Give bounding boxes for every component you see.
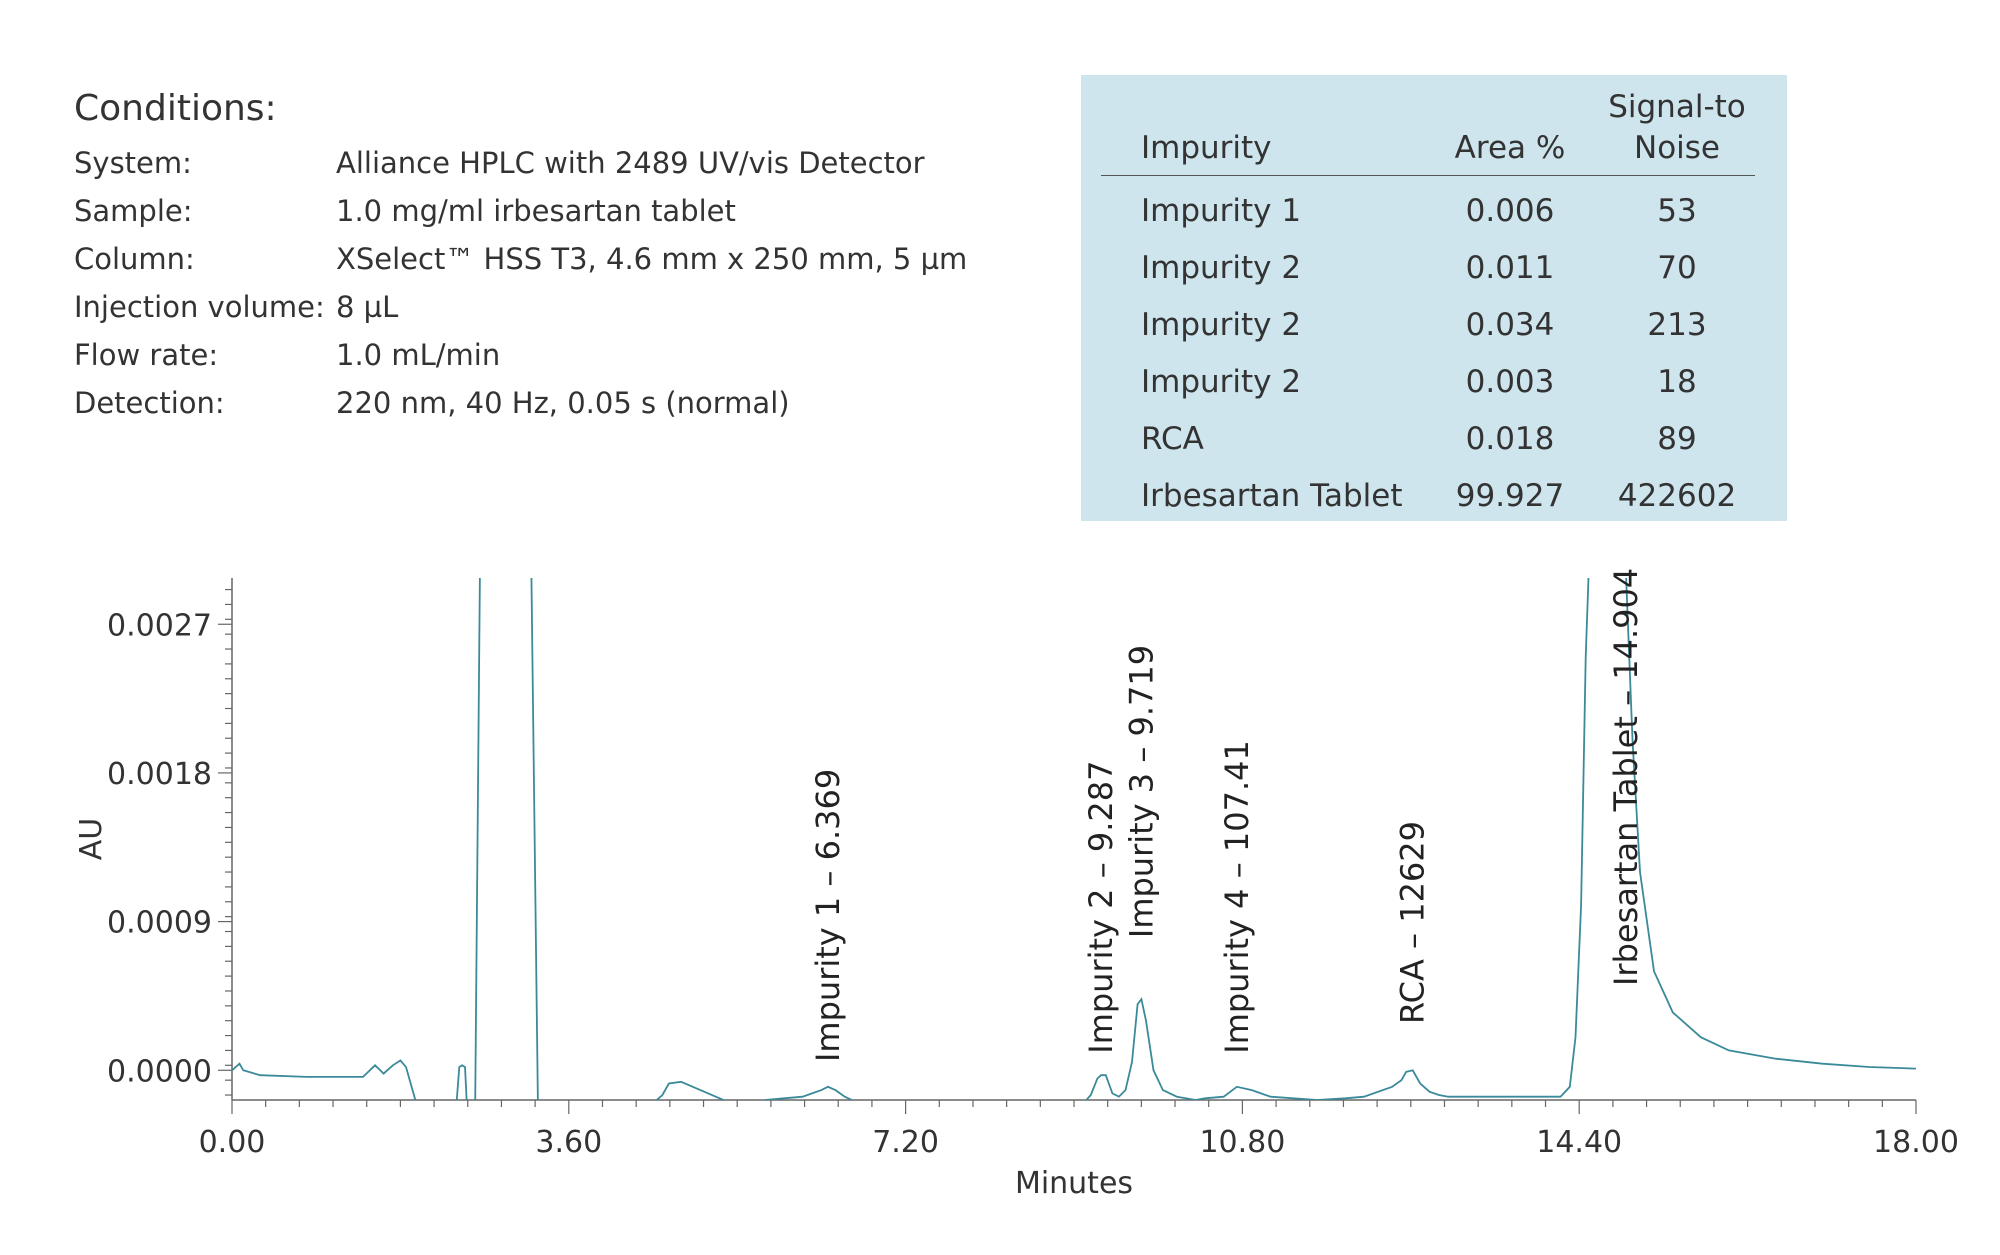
condition-value: 8 µL [336,290,399,324]
header-area-percent: Area % [1421,87,1599,176]
peak-label: Impurity 1 – 6.369 [809,769,847,1062]
table-row: Impurity 2 0.003 18 [1101,353,1755,410]
y-axis-title: AU [74,818,109,860]
conditions-list: System: Alliance HPLC with 2489 UV/vis De… [74,139,967,427]
condition-value: Alliance HPLC with 2489 UV/vis Detector [336,146,925,180]
y-tick-label: 0.0000 [107,1054,212,1089]
x-tick-label: 3.60 [535,1125,602,1160]
cell-signal-to-noise: 53 [1657,192,1697,229]
x-tick-label: 7.20 [872,1125,939,1160]
cell-area-percent: 0.003 [1465,363,1555,400]
y-tick-label: 0.0009 [107,906,212,941]
peak-label: RCA – 12629 [1394,821,1432,1024]
condition-label: Detection: [74,386,225,420]
x-tick-label: 18.00 [1873,1125,1959,1160]
condition-row: Sample: 1.0 mg/ml irbesartan tablet [74,187,967,235]
peak-label: Irbesartan Tablet – 14.904 [1607,568,1645,986]
table-row: Impurity 2 0.011 70 [1101,239,1755,296]
cell-signal-to-noise: 70 [1657,249,1697,286]
table-header-row: Impurity Area % Signal-to Noise [1101,87,1755,176]
table-row: Irbesartan Tablet 99.927 422602 [1101,467,1755,524]
cell-signal-to-noise: 213 [1647,306,1707,343]
x-axis-title: Minutes [1015,1166,1133,1201]
condition-row: Injection volume: 8 µL [74,283,967,331]
cell-impurity: Impurity 2 [1141,363,1302,400]
condition-row: Flow rate: 1.0 mL/min [74,331,967,379]
cell-impurity: RCA [1141,420,1204,457]
table-row: Impurity 2 0.034 213 [1101,296,1755,353]
impurity-table-panel: Impurity Area % Signal-to Noise Impurity… [1081,75,1787,521]
cell-signal-to-noise: 18 [1657,363,1697,400]
impurity-table: Impurity Area % Signal-to Noise Impurity… [1101,87,1755,524]
conditions-block: Conditions: System: Alliance HPLC with 24… [74,88,967,427]
cell-impurity: Impurity 2 [1141,306,1302,343]
header-impurity: Impurity [1101,87,1421,176]
y-tick-label: 0.0027 [107,608,212,643]
cell-impurity: Impurity 2 [1141,249,1302,286]
condition-label: Sample: [74,194,193,228]
cell-impurity: Impurity 1 [1141,192,1302,229]
y-tick-label: 0.0018 [107,757,212,792]
cell-area-percent: 0.011 [1465,249,1555,286]
condition-label: System: [74,146,192,180]
condition-label: Injection volume: [74,290,325,324]
x-tick-label: 14.40 [1536,1125,1622,1160]
condition-value: XSelect™ HSS T3, 4.6 mm x 250 mm, 5 µm [336,242,968,276]
chromatogram-trace [232,578,1916,1100]
cell-signal-to-noise: 422602 [1617,477,1737,514]
condition-label: Column: [74,242,195,276]
condition-value: 1.0 mL/min [336,338,501,372]
peak-label: Impurity 2 – 9.287 [1082,761,1120,1054]
conditions-title: Conditions: [74,88,277,129]
header-signal-to-noise: Signal-to Noise [1599,87,1755,176]
cell-area-percent: 0.034 [1465,306,1555,343]
condition-row: Column: XSelect™ HSS T3, 4.6 mm x 250 mm,… [74,235,967,283]
x-tick-label: 0.00 [199,1125,266,1160]
condition-label: Flow rate: [74,338,219,372]
condition-value: 1.0 mg/ml irbesartan tablet [336,194,736,228]
peak-label: Impurity 4 – 107.41 [1218,740,1256,1054]
table-body: Impurity 1 0.006 53 Impurity 2 0.011 70 Impuri… [1101,176,1755,525]
table-row: RCA 0.018 89 [1101,410,1755,467]
condition-row: Detection: 220 nm, 40 Hz, 0.05 s (normal) [74,379,967,427]
cell-area-percent: 99.927 [1455,477,1565,514]
x-tick-label: 10.80 [1199,1125,1285,1160]
cell-impurity: Irbesartan Tablet [1141,477,1403,514]
condition-row: System: Alliance HPLC with 2489 UV/vis De… [74,139,967,187]
cell-signal-to-noise: 89 [1657,420,1697,457]
condition-value: 220 nm, 40 Hz, 0.05 s (normal) [336,386,790,420]
cell-area-percent: 0.006 [1465,192,1555,229]
table-row: Impurity 1 0.006 53 [1101,176,1755,240]
cell-area-percent: 0.018 [1465,420,1555,457]
peak-label: Impurity 3 – 9.719 [1122,645,1160,938]
